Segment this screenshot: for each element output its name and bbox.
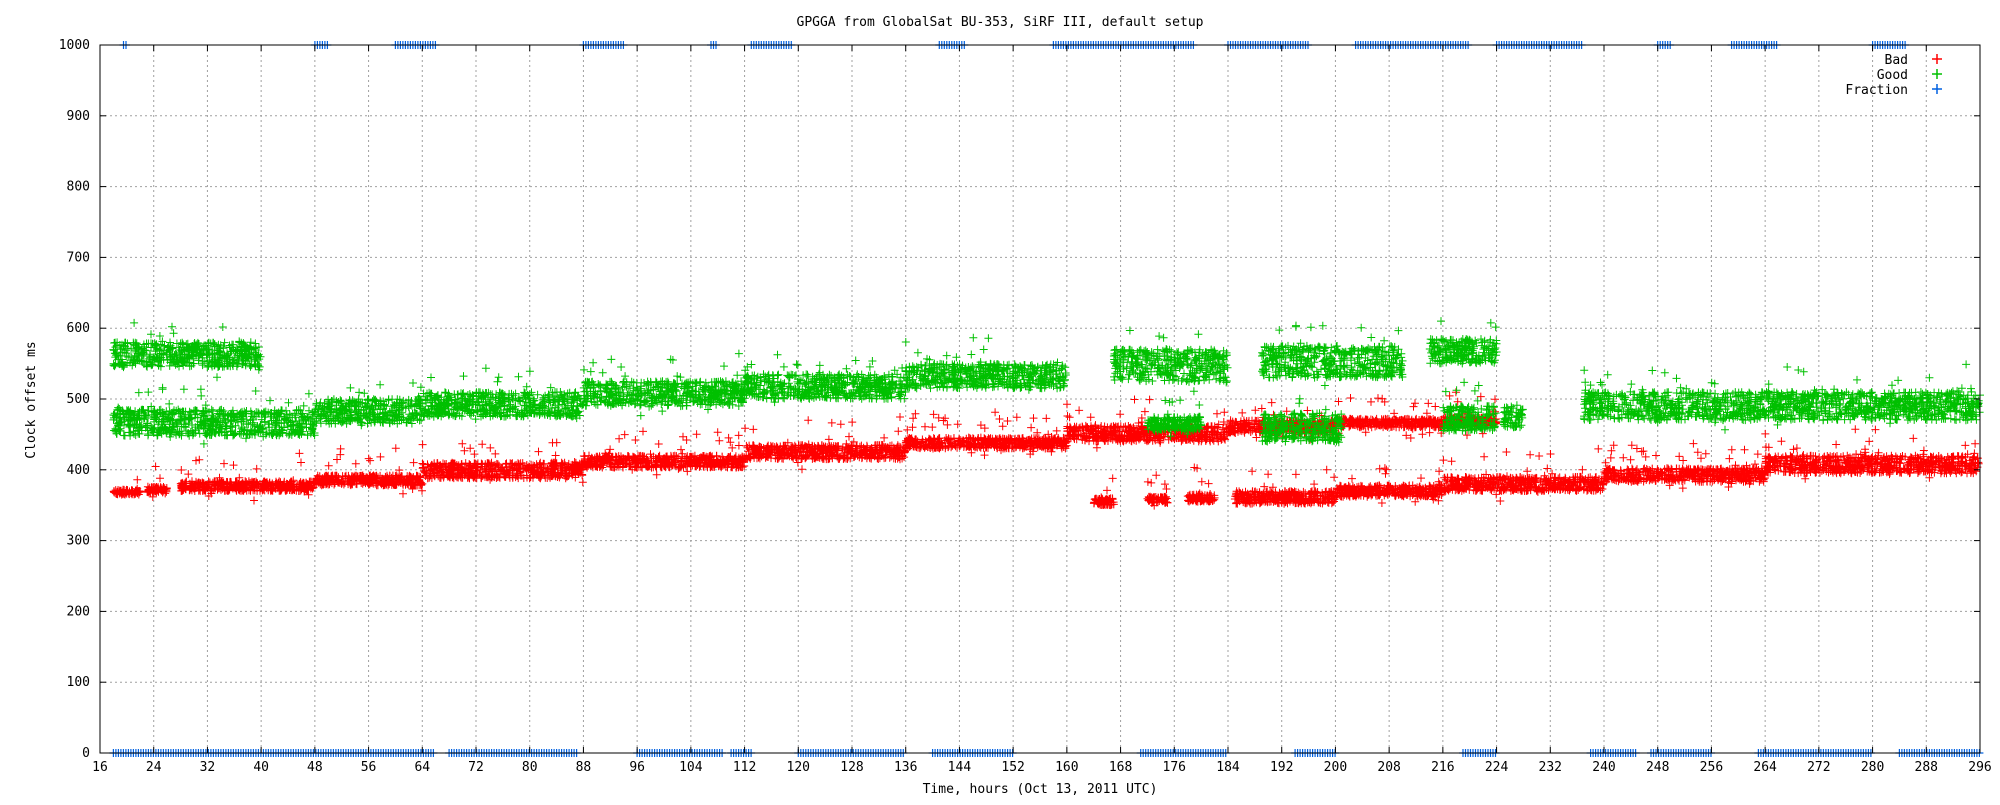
data-point-cluster xyxy=(579,349,749,420)
x-tick-label: 112 xyxy=(733,760,756,775)
legend-label-good: Good xyxy=(1877,68,1908,83)
data-point-cluster xyxy=(741,413,910,474)
data-point-cluster xyxy=(419,364,587,424)
y-tick-label: 0 xyxy=(82,746,90,761)
data-point-cluster xyxy=(1332,464,1446,507)
x-tick-label: 72 xyxy=(468,760,484,775)
x-tick-label: 264 xyxy=(1753,760,1777,775)
data-point-cluster xyxy=(901,408,1071,460)
x-tick-label: 128 xyxy=(840,760,863,775)
x-tick-label: 120 xyxy=(787,760,810,775)
x-tick-label: 192 xyxy=(1270,760,1293,775)
data-point-cluster xyxy=(109,318,265,382)
series-bad xyxy=(109,388,1983,510)
x-tick-label: 240 xyxy=(1592,760,1615,775)
legend-marker-bad xyxy=(1932,54,1942,64)
x-tick-label: 96 xyxy=(629,760,645,775)
data-point-cluster xyxy=(1439,378,1500,435)
x-tick-label: 224 xyxy=(1485,760,1509,775)
x-tick-label: 200 xyxy=(1324,760,1347,775)
y-axis-label: Clock offset ms xyxy=(24,341,39,458)
x-tick-label: 232 xyxy=(1539,760,1562,775)
data-point-cluster xyxy=(1425,317,1501,368)
data-point-cluster xyxy=(1761,425,1983,483)
x-tick-label: 208 xyxy=(1377,760,1400,775)
axes: 16 24 32 40 48 56 64 72 80 88 96 104 112 120 128 136 144… xyxy=(59,38,1992,775)
x-tick-label: 80 xyxy=(522,760,538,775)
legend-item-fraction: Fraction xyxy=(1845,83,1942,98)
x-tick-label: 40 xyxy=(253,760,269,775)
x-tick-label: 168 xyxy=(1109,760,1132,775)
legend-label-fraction: Fraction xyxy=(1845,83,1908,98)
y-tick-label: 900 xyxy=(67,109,90,124)
x-tick-label: 56 xyxy=(361,760,377,775)
data-point-cluster xyxy=(740,350,910,407)
y-tick-label: 700 xyxy=(67,250,90,265)
data-point-cluster xyxy=(109,475,145,499)
legend-marker-good xyxy=(1932,69,1942,79)
y-tick-label: 800 xyxy=(67,180,90,195)
y-tick-label: 400 xyxy=(67,463,90,478)
x-tick-label: 16 xyxy=(92,760,108,775)
x-tick-label: 136 xyxy=(894,760,917,775)
x-tick-label: 152 xyxy=(1001,760,1024,775)
data-point-cluster xyxy=(1143,396,1206,441)
x-tick-label: 32 xyxy=(200,760,216,775)
x-tick-label: 288 xyxy=(1915,760,1938,775)
y-tick-label: 600 xyxy=(67,321,90,336)
x-tick-label: 280 xyxy=(1861,760,1884,775)
data-point-cluster xyxy=(579,427,749,479)
data-point-cluster xyxy=(311,379,427,430)
data-point-cluster xyxy=(1258,394,1346,447)
x-tick-label: 160 xyxy=(1055,760,1078,775)
legend-item-good: Good xyxy=(1877,68,1942,83)
x-axis-label: Time, hours (Oct 13, 2011 UTC) xyxy=(923,782,1158,797)
data-point-cluster xyxy=(176,449,319,505)
legend: Bad Good Fraction xyxy=(1845,53,1942,98)
x-tick-label: 248 xyxy=(1646,760,1669,775)
x-tick-label: 104 xyxy=(679,760,703,775)
y-tick-label: 1000 xyxy=(59,38,90,53)
legend-label-bad: Bad xyxy=(1885,53,1908,68)
data-point-cluster xyxy=(1499,401,1527,432)
data-point-cluster xyxy=(1331,394,1447,442)
chart-title: GPGGA from GlobalSat BU-353, SiRF III, d… xyxy=(797,15,1204,30)
series-good xyxy=(109,317,1984,448)
data-point-cluster xyxy=(1183,463,1219,506)
data-point-cluster xyxy=(1230,465,1340,508)
data-point-cluster xyxy=(1143,471,1172,510)
x-tick-label: 64 xyxy=(414,760,430,775)
y-tick-label: 200 xyxy=(67,604,90,619)
x-tick-label: 296 xyxy=(1968,760,1991,775)
data-point-cluster xyxy=(1600,439,1769,493)
x-tick-label: 24 xyxy=(146,760,162,775)
data-point-cluster xyxy=(901,333,1070,394)
data-point-cluster xyxy=(418,438,587,487)
x-tick-label: 144 xyxy=(948,760,972,775)
y-tick-label: 500 xyxy=(67,392,90,407)
x-tick-label: 48 xyxy=(307,760,323,775)
data-point-cluster xyxy=(1109,326,1232,396)
x-tick-label: 184 xyxy=(1216,760,1240,775)
x-tick-label: 176 xyxy=(1163,760,1186,775)
data-point-cluster xyxy=(1258,321,1407,390)
x-tick-label: 256 xyxy=(1700,760,1723,775)
y-tick-label: 300 xyxy=(67,534,90,549)
data-point-cluster xyxy=(311,444,427,498)
legend-marker-fraction xyxy=(1932,84,1942,94)
legend-item-bad: Bad xyxy=(1885,53,1942,68)
data-point-cluster xyxy=(1439,444,1608,505)
x-tick-label: 216 xyxy=(1431,760,1454,775)
x-tick-label: 88 xyxy=(576,760,592,775)
data-point-cluster xyxy=(1089,474,1118,510)
data-point-cluster xyxy=(143,462,171,501)
x-tick-label: 272 xyxy=(1807,760,1830,775)
data-point-cluster xyxy=(109,383,319,448)
y-tick-label: 100 xyxy=(67,675,90,690)
data-point-cluster xyxy=(1579,360,1984,434)
